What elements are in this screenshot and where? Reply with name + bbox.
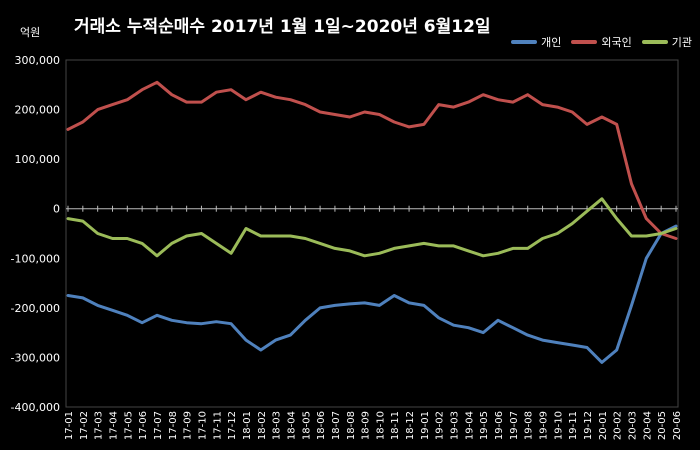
x-tick-label: 17-11: [212, 411, 223, 440]
x-tick-label: 17-06: [138, 411, 149, 440]
x-tick-label: 20-05: [657, 411, 668, 440]
x-tick-label: 19-04: [464, 411, 475, 440]
x-tick-label: 18-06: [316, 411, 327, 440]
y-tick-label: -100,000: [11, 252, 60, 265]
legend: 개인 외국인 기관: [511, 34, 692, 50]
legend-swatch-foreign: [571, 40, 598, 44]
x-tick-label: 17-07: [153, 411, 164, 440]
series-line-2: [66, 197, 678, 258]
x-tick-label: 17-02: [79, 411, 90, 440]
y-tick-label: -200,000: [11, 302, 60, 315]
x-tick-label: 17-04: [108, 411, 119, 440]
x-tick-label: 18-09: [361, 411, 372, 440]
x-tick-label: 19-07: [509, 411, 520, 440]
y-axis-ticks: 300,000 200,000 100,000 0 -100,000 -200,000 -3…: [11, 54, 60, 414]
x-tick-label: 19-10: [553, 411, 564, 440]
x-tick-label: 17-09: [183, 411, 194, 440]
x-tick-label: 19-06: [494, 411, 505, 440]
series-line-0: [66, 224, 678, 364]
plot-area: [65, 59, 679, 408]
x-tick-label: 19-08: [524, 411, 535, 440]
legend-item-individual: 개인: [511, 34, 561, 50]
x-tick-label: 17-01: [64, 411, 75, 440]
x-tick-label: 19-12: [583, 411, 594, 440]
x-tick-label: 20-06: [672, 411, 683, 440]
legend-item-foreign: 외국인: [571, 34, 632, 50]
legend-swatch-institution: [641, 40, 668, 44]
x-tick-label: 18-03: [272, 411, 283, 440]
series-lines: [66, 80, 678, 364]
x-tick-label: 17-08: [168, 411, 179, 440]
x-tick-label: 17-12: [227, 411, 238, 440]
y-unit-label: 억원: [20, 26, 41, 39]
y-tick-label: 200,000: [15, 104, 61, 117]
y-tick-label: 0: [53, 203, 60, 216]
legend-label-institution: 기관: [671, 36, 692, 49]
x-tick-label: 18-10: [375, 411, 386, 440]
x-axis-ticks: 17-01 17-02 17-03 17-04 17-05 17-06 17-07 17-08…: [64, 411, 683, 440]
y-tick-label: 300,000: [15, 54, 61, 67]
x-tick-label: 20-04: [642, 411, 653, 440]
x-tick-label: 19-11: [568, 411, 579, 440]
x-tick-label: 19-03: [450, 411, 461, 440]
x-tick-label: 18-11: [390, 411, 401, 440]
x-tick-label: 19-01: [420, 411, 431, 440]
x-tick-label: 19-02: [435, 411, 446, 440]
legend-label-foreign: 외국인: [601, 36, 632, 49]
x-tick-label: 19-05: [479, 411, 490, 440]
x-tick-label: 17-10: [197, 411, 208, 440]
x-tick-label: 20-01: [598, 411, 609, 440]
y-tick-label: 100,000: [15, 153, 61, 166]
x-tick-label: 20-02: [613, 411, 624, 440]
x-tick-label: 18-04: [286, 411, 297, 440]
x-tick-label: 18-12: [405, 411, 416, 440]
series-line-1: [66, 80, 678, 240]
x-tick-label: 17-05: [123, 411, 134, 440]
y-tick-label: -400,000: [11, 401, 60, 414]
x-tick-label: 20-03: [628, 411, 639, 440]
x-tick-label: 19-09: [539, 411, 550, 440]
x-tick-label: 18-08: [346, 411, 357, 440]
legend-swatch-individual: [511, 40, 538, 44]
x-tick-label: 18-02: [257, 411, 268, 440]
legend-item-institution: 기관: [641, 34, 692, 50]
x-tick-label: 18-07: [331, 411, 342, 440]
x-tick-label: 17-03: [94, 411, 105, 440]
chart-title: 거래소 누적순매수 2017년 1월 1일~2020년 6월12일: [74, 17, 491, 37]
legend-label-individual: 개인: [541, 36, 562, 49]
x-tick-label: 18-01: [242, 411, 253, 440]
y-tick-label: -300,000: [11, 351, 60, 364]
x-tick-label: 18-05: [301, 411, 312, 440]
